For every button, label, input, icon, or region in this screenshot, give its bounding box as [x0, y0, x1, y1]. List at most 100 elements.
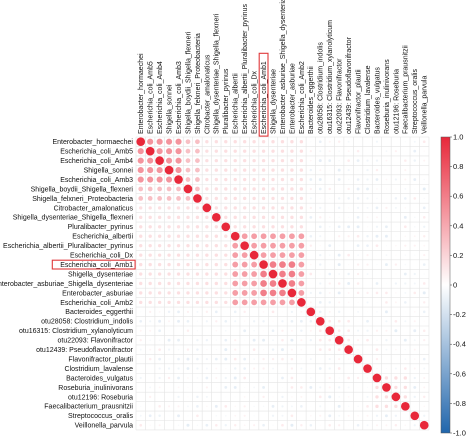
correlation-circle [176, 243, 181, 248]
correlation-circle [147, 196, 153, 201]
correlation-circle [149, 377, 151, 379]
column-label: Shigella_dysenteriae_Shigella_flexneri [214, 13, 221, 134]
column-label: Escherichia_coli_Amb2 [299, 61, 306, 134]
correlation-circle [271, 158, 275, 163]
correlation-circle [347, 282, 351, 285]
correlation-circle [176, 215, 181, 220]
correlation-circle [413, 320, 416, 323]
correlation-circle [177, 338, 180, 342]
correlation-circle [357, 169, 359, 171]
correlation-circle [205, 234, 209, 238]
correlation-circle [157, 206, 162, 210]
correlation-circle [233, 385, 237, 389]
correlation-circle [158, 310, 161, 313]
correlation-circle [375, 244, 379, 248]
correlation-circle [357, 329, 360, 332]
correlation-circle [195, 243, 200, 248]
column-label: Escherichia_coli_Dx [252, 70, 259, 134]
correlation-circle [376, 197, 378, 200]
correlation-circle [166, 186, 172, 192]
correlation-circle [205, 262, 209, 267]
correlation-circle [394, 319, 398, 323]
correlation-circle [319, 282, 322, 285]
correlation-circle [167, 215, 171, 220]
correlation-circle [251, 290, 258, 296]
correlation-circle [271, 177, 275, 182]
row-label: Veillonella_parvula [75, 423, 133, 430]
column-label: Flavonifractor_plautii [355, 69, 362, 134]
correlation-circle [384, 234, 388, 238]
correlation-circle [337, 225, 341, 229]
correlation-circle [328, 159, 332, 162]
correlation-circle [224, 187, 228, 191]
correlation-circle [196, 310, 199, 313]
correlation-circle [328, 338, 332, 342]
correlation-circle [403, 225, 407, 229]
column-label: Escherichia_albertii_Pluralibacter_pyrin… [242, 4, 249, 134]
row-label: otu16315: Clostridium_xylanolyticum [19, 328, 133, 335]
correlation-circle [242, 206, 247, 210]
correlation-circle [309, 206, 312, 210]
correlation-circle [177, 386, 180, 389]
column-label: Roseburia_inulinivorans [384, 59, 391, 134]
correlation-circle [422, 357, 426, 361]
correlation-circle [253, 329, 255, 332]
correlation-circle [423, 273, 425, 275]
correlation-circle [140, 311, 142, 313]
correlation-circle [394, 301, 397, 304]
correlation-circle [167, 291, 171, 295]
correlation-circle [175, 138, 182, 145]
correlation-circle [139, 423, 143, 427]
correlation-circle [205, 140, 209, 144]
correlation-circle [195, 215, 200, 220]
correlation-circle [338, 140, 341, 143]
correlation-circle [395, 254, 397, 256]
correlation-circle [356, 423, 360, 427]
correlation-circle [261, 225, 266, 229]
correlation-circle [423, 254, 426, 257]
correlation-circle [262, 311, 265, 313]
correlation-circle [195, 291, 200, 295]
correlation-circle [233, 357, 237, 361]
correlation-circle [215, 377, 218, 379]
correlation-circle [214, 310, 218, 314]
correlation-circle [338, 310, 341, 313]
correlation-circle [413, 272, 416, 276]
correlation-circle [315, 316, 325, 326]
correlation-circle [329, 264, 331, 266]
correlation-circle [394, 414, 398, 417]
column-label: Citrobacter_amalonaticus [204, 54, 211, 134]
correlation-circle [309, 168, 313, 172]
correlation-circle [337, 404, 341, 408]
correlation-circle [329, 169, 331, 171]
correlation-circle [260, 289, 267, 297]
correlation-circle [290, 187, 294, 191]
correlation-circle [205, 281, 209, 286]
correlation-circle [414, 254, 416, 256]
correlation-circle [423, 150, 425, 152]
correlation-circle [253, 377, 255, 379]
correlation-circle [414, 405, 416, 407]
correlation-circle [309, 358, 312, 361]
correlation-circle [338, 245, 340, 247]
correlation-circle [176, 281, 181, 286]
correlation-circle [299, 225, 304, 229]
correlation-circle [177, 405, 180, 408]
correlation-circle [404, 141, 406, 143]
correlation-circle [214, 253, 219, 257]
correlation-circle [196, 405, 199, 408]
correlation-circle [166, 176, 173, 183]
correlation-circle [206, 405, 208, 408]
correlation-circle [176, 186, 181, 192]
correlation-circle [413, 329, 417, 333]
column-label: otu12196: Roseburia [393, 69, 400, 134]
correlation-circle [139, 348, 142, 351]
colorbar-tick-label: -1.0 [453, 429, 466, 438]
correlation-circle [385, 197, 387, 199]
correlation-circle [260, 252, 267, 259]
correlation-circle [375, 168, 379, 172]
correlation-circle [262, 423, 265, 427]
correlation-circle [309, 423, 313, 427]
correlation-circle [139, 300, 143, 305]
correlation-circle [214, 272, 219, 276]
